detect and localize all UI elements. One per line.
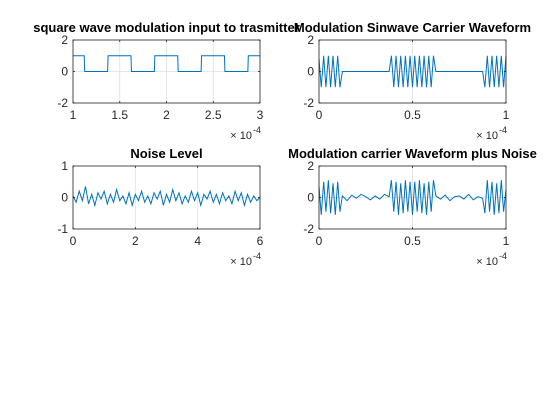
x-tick-label: 2.5 <box>205 108 222 122</box>
x-tick-label: 0 <box>316 234 323 248</box>
x-exponent: -4 <box>499 125 507 135</box>
x-exponent: -4 <box>253 251 261 261</box>
chart-title: Modulation carrier Waveform plus Noise <box>288 146 537 161</box>
chart-title: Noise Level <box>130 146 202 161</box>
series-line <box>318 55 507 88</box>
y-tick-label: 0 <box>307 65 314 79</box>
y-tick-label: 0 <box>61 65 68 79</box>
x-tick-label: 2 <box>132 234 139 248</box>
y-tick-label: 0 <box>307 191 314 205</box>
x-exponent: -4 <box>253 125 261 135</box>
series-line <box>318 180 507 215</box>
x-tick-label: 0.5 <box>404 234 421 248</box>
x-tick-label: 1 <box>503 234 510 248</box>
x-exponent-base: × 10 <box>476 256 498 268</box>
x-exponent: -4 <box>499 251 507 261</box>
y-tick-label: 1 <box>61 159 68 173</box>
y-tick-label: -2 <box>303 96 314 110</box>
y-tick-label: -2 <box>57 96 68 110</box>
y-tick-label: 0 <box>61 191 68 205</box>
x-exponent-base: × 10 <box>476 130 498 142</box>
x-tick-label: 2 <box>163 108 170 122</box>
chart-title: Modulation Sinwave Carrier Waveform <box>294 20 531 35</box>
x-tick-label: 0 <box>316 108 323 122</box>
x-tick-label: 1 <box>70 108 77 122</box>
y-tick-label: -1 <box>57 222 68 236</box>
x-tick-label: 3 <box>257 108 264 122</box>
x-tick-label: 0 <box>70 234 77 248</box>
x-exponent-base: × 10 <box>230 256 252 268</box>
x-tick-label: 1 <box>503 108 510 122</box>
y-tick-label: 2 <box>307 33 314 47</box>
x-tick-label: 6 <box>257 234 264 248</box>
chart-title: square wave modulation input to trasmitt… <box>33 20 300 35</box>
series-line <box>72 186 261 208</box>
x-tick-label: 4 <box>194 234 201 248</box>
series-line <box>73 55 260 72</box>
y-tick-label: -2 <box>303 222 314 236</box>
x-tick-label: 0.5 <box>404 108 421 122</box>
y-tick-label: 2 <box>307 159 314 173</box>
x-exponent-base: × 10 <box>230 130 252 142</box>
y-tick-label: 2 <box>61 33 68 47</box>
x-tick-label: 1.5 <box>111 108 128 122</box>
